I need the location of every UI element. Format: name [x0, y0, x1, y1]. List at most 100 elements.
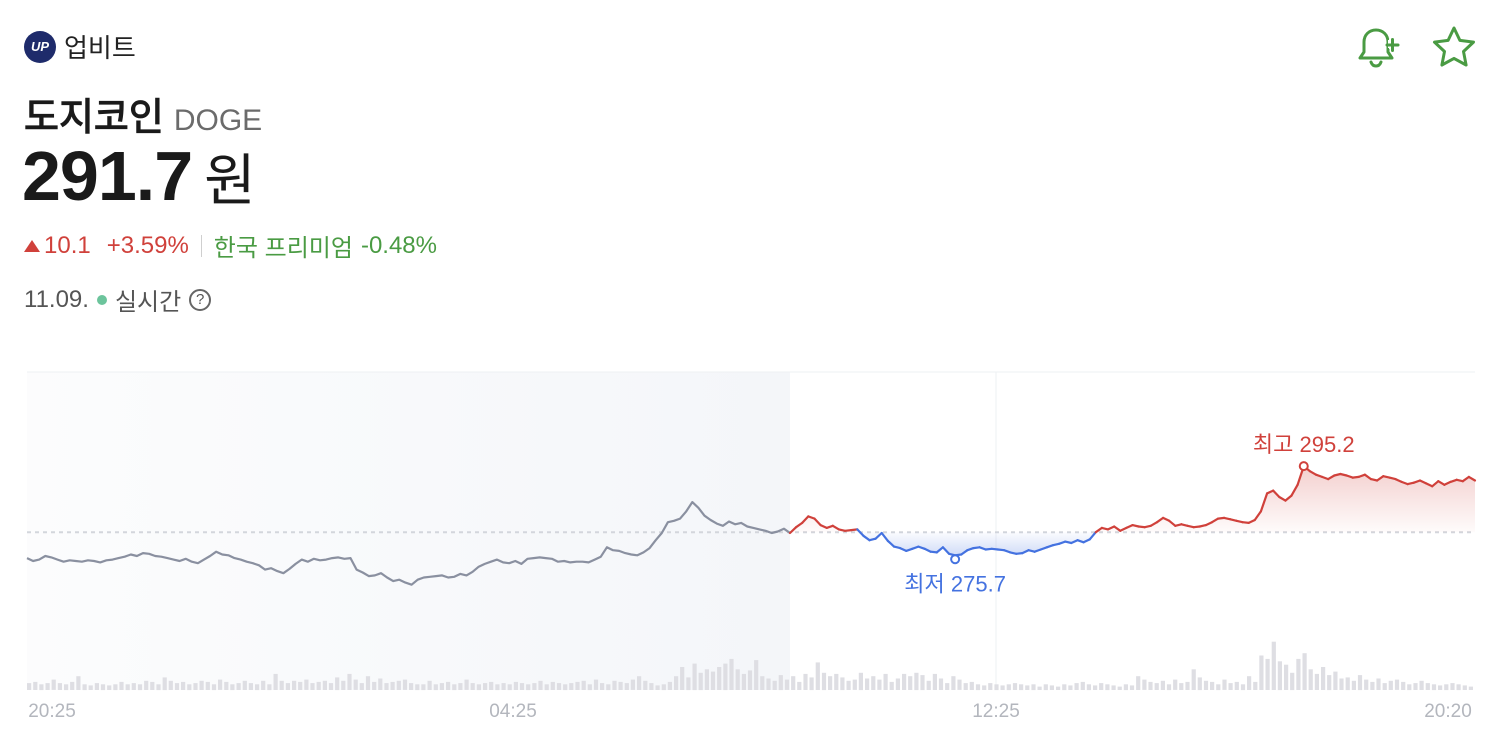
- volume-bar: [1247, 676, 1252, 690]
- help-icon[interactable]: ?: [189, 288, 212, 311]
- volume-bar: [1142, 679, 1147, 690]
- volume-bar: [988, 683, 993, 690]
- volume-bar: [550, 681, 555, 690]
- volume-bar: [1284, 664, 1289, 690]
- volume-bar: [131, 683, 136, 690]
- top-actions: [1352, 24, 1478, 72]
- volume-bar: [507, 684, 512, 691]
- volume-bar: [1093, 685, 1098, 690]
- volume-bar: [581, 680, 586, 690]
- volume-bar: [1216, 684, 1221, 691]
- volume-bar: [162, 677, 167, 691]
- volume-bar: [1129, 685, 1135, 690]
- volume-bar: [100, 684, 106, 691]
- price-line-segment: [1113, 525, 1122, 532]
- volume-bar: [526, 684, 531, 691]
- volume-bar: [1099, 683, 1104, 690]
- up-area-fill: [790, 466, 1475, 533]
- volume-bar: [945, 683, 950, 690]
- volume-bar: [1222, 679, 1227, 690]
- price-line-segment: [1437, 480, 1446, 486]
- price-line-segment: [1210, 517, 1220, 524]
- volume-bar: [483, 683, 488, 690]
- volume-bar: [1179, 683, 1184, 690]
- volume-bar: [415, 684, 420, 691]
- volume-bar: [1012, 683, 1018, 690]
- exchange-name: 업비트: [64, 33, 136, 63]
- volume-bar: [236, 683, 241, 690]
- volume-bar: [193, 683, 198, 690]
- low-marker: [950, 554, 961, 565]
- price-line-segment: [1106, 525, 1116, 531]
- volume-bar: [1401, 681, 1406, 690]
- volume-bar: [1173, 679, 1178, 690]
- bell-plus-icon[interactable]: [1352, 24, 1400, 72]
- volume-bar: [199, 680, 204, 690]
- price-line-segment: [831, 524, 841, 531]
- volume-bar: [1185, 681, 1190, 690]
- volume-bar: [1228, 683, 1233, 690]
- volume-bar: [39, 684, 44, 691]
- x-tick-label: 04:25: [489, 701, 537, 722]
- price-line-segment: [1375, 475, 1385, 482]
- volume-bar: [1049, 685, 1054, 690]
- volume-bar: [932, 673, 937, 690]
- volume-bar: [994, 684, 999, 691]
- volume-bar: [1210, 681, 1215, 690]
- x-tick-label: 20:20: [1424, 701, 1472, 722]
- volume-bar: [328, 683, 334, 690]
- volume-bar: [1462, 685, 1467, 690]
- price-chart[interactable]: 최고 295.2 최저 275.7 20:25 04:25 12:25 20:20: [0, 340, 1498, 732]
- volume-bar: [1000, 685, 1005, 690]
- volume-bar: [563, 684, 568, 691]
- volume-bar: [692, 663, 697, 691]
- volume-bar: [255, 684, 260, 691]
- volume-bar: [1123, 684, 1128, 691]
- volume-bar: [735, 669, 740, 690]
- volume-bar: [45, 683, 50, 690]
- price-line-segment: [1119, 526, 1128, 532]
- price-line-segment: [1253, 510, 1263, 522]
- date-label: 11.09.: [24, 285, 89, 313]
- price-line-segment: [1082, 538, 1091, 544]
- volume-bar: [495, 684, 500, 691]
- volume-bar: [895, 678, 900, 690]
- previous-session-line: [26, 501, 791, 586]
- volume-bar: [310, 683, 315, 690]
- volume-bar: [1407, 684, 1412, 691]
- volume-bar: [1117, 686, 1122, 690]
- price-line-segment: [898, 547, 908, 552]
- volume-bar: [612, 680, 617, 690]
- volume-bar: [279, 680, 284, 690]
- volume-bar: [94, 683, 99, 690]
- volume-bar: [569, 683, 574, 690]
- price-line-segment: [1284, 494, 1293, 502]
- volume-bar: [1302, 653, 1307, 690]
- coin-name: 도지코인: [24, 97, 164, 139]
- volume-bar: [575, 681, 580, 690]
- volume-bar: [1394, 679, 1400, 690]
- divider: [200, 234, 202, 257]
- volume-bar: [741, 673, 746, 690]
- star-icon[interactable]: [1430, 24, 1478, 72]
- volume-bar: [655, 685, 660, 690]
- volume-bar: [747, 670, 753, 690]
- volume-bar: [600, 683, 605, 690]
- volume-bar: [1277, 661, 1282, 691]
- volume-bar: [1240, 684, 1246, 691]
- volume-bar: [1333, 671, 1338, 690]
- volume-bar: [1444, 684, 1449, 691]
- volume-bar: [261, 680, 266, 690]
- price-line-segment: [1394, 478, 1403, 483]
- volume-bar: [809, 677, 814, 691]
- volume-bar: [119, 681, 124, 690]
- current-price: 291.7: [22, 137, 193, 215]
- volume-bar: [1351, 680, 1356, 690]
- volume-bar: [230, 684, 235, 691]
- price-line-segment: [1461, 475, 1471, 483]
- price-line-segment: [874, 531, 883, 540]
- volume-bar: [938, 678, 944, 690]
- price-line-segment: [801, 515, 810, 524]
- volume-bar: [70, 681, 75, 690]
- volume-bar: [532, 683, 537, 690]
